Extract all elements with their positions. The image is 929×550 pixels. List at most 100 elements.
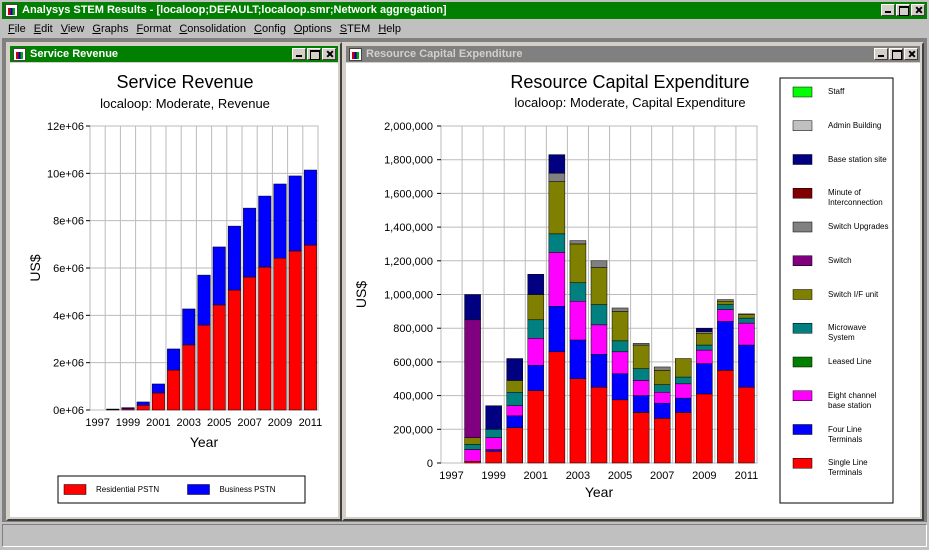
menu-item[interactable]: Format [136, 23, 172, 35]
y-tick-label: 4e+06 [53, 310, 84, 322]
legend-swatch [792, 86, 813, 98]
bar-segment [590, 304, 608, 326]
y-tick-label: 800,000 [393, 323, 433, 335]
bar-segment [569, 339, 587, 379]
bar-segment [675, 412, 692, 464]
bar-segment [738, 344, 755, 388]
bar-segment [548, 252, 566, 307]
bar-segment [288, 250, 302, 411]
y-tick-label: 0 [427, 458, 433, 470]
x-tick-label: 2009 [268, 417, 292, 429]
bar-segment [632, 395, 650, 413]
bar-segment [632, 412, 650, 464]
legend-swatch [792, 390, 813, 401]
minimize-button[interactable] [292, 48, 306, 60]
bar-segment [485, 405, 502, 430]
bar-segment [590, 267, 608, 305]
panel-title: Service Revenue [30, 48, 119, 60]
bar-segment [569, 282, 587, 302]
bar-segment [590, 354, 608, 388]
bar-segment [717, 300, 734, 305]
y-tick-label: 6e+06 [53, 263, 84, 275]
bar-segment [303, 244, 317, 411]
bar-segment [717, 309, 734, 322]
bar-segment [527, 365, 545, 391]
panel-service-revenue: Service Revenue [6, 42, 342, 521]
bar-segment [675, 358, 692, 378]
y-tick-label: 2,000,000 [384, 121, 433, 133]
bar-segment [696, 344, 713, 351]
bar-segment [485, 449, 502, 452]
close-button[interactable] [904, 48, 918, 60]
bar-segment [675, 376, 692, 385]
status-bar [2, 524, 927, 547]
minimize-button[interactable] [874, 48, 888, 60]
bar-segment [653, 366, 671, 371]
x-axis-label: Year [585, 484, 614, 500]
menu-item[interactable]: Graphs [92, 23, 129, 35]
bar-segment [485, 429, 502, 438]
bar-segment [653, 402, 671, 419]
bar-segment [464, 437, 481, 445]
bar-segment [611, 373, 629, 401]
x-tick-label: 2005 [207, 417, 231, 429]
bar-segment [121, 407, 135, 410]
x-tick-label: 2001 [146, 417, 170, 429]
bar-segment [738, 322, 755, 346]
legend-swatch [792, 255, 813, 266]
bar-segment [167, 369, 181, 411]
y-tick-label: 10e+06 [47, 168, 84, 180]
bar-segment [611, 311, 629, 342]
bar-segment [258, 266, 272, 411]
y-tick-label: 1,600,000 [384, 188, 433, 200]
bar-segment [548, 181, 566, 235]
menu-item[interactable]: Options [293, 23, 332, 35]
x-tick-label: 2011 [735, 470, 759, 482]
menu-item[interactable]: STEM [339, 23, 371, 35]
x-tick-label: 1997 [439, 470, 463, 482]
bar-segment [738, 314, 755, 319]
maximize-button[interactable] [889, 48, 903, 60]
x-tick-label: 2005 [608, 470, 632, 482]
bar-segment [527, 274, 545, 295]
y-tick-label: 12e+06 [47, 121, 84, 133]
bar-segment [506, 358, 523, 381]
bar-segment [464, 461, 481, 464]
close-button[interactable] [322, 48, 336, 60]
menu-item[interactable]: File [8, 23, 26, 35]
minimize-button[interactable] [881, 4, 895, 16]
legend-swatch [792, 458, 813, 469]
bar-segment [506, 380, 523, 393]
menu-item[interactable]: Help [378, 23, 401, 35]
legend-swatch [187, 484, 210, 495]
bar-segment [258, 195, 272, 268]
menu-item[interactable]: Consolidation [179, 23, 246, 35]
y-tick-label: 200,000 [393, 424, 433, 436]
close-button[interactable] [911, 4, 925, 16]
bar-segment [717, 304, 734, 310]
bar-segment [696, 363, 713, 395]
bar-segment [569, 300, 587, 341]
menu-item[interactable]: View [60, 23, 85, 35]
bar-segment [167, 348, 181, 371]
bar-segment [696, 393, 713, 464]
bar-segment [632, 368, 650, 381]
x-axis-label: Year [190, 434, 219, 450]
bar-segment [151, 383, 165, 394]
bar-segment [569, 240, 587, 245]
x-tick-label: 1999 [481, 470, 505, 482]
menu-item[interactable]: Config [254, 23, 286, 35]
menu-item[interactable]: Edit [33, 23, 53, 35]
maximize-button[interactable] [307, 48, 321, 60]
bar-segment [611, 399, 629, 464]
bar-segment [590, 324, 608, 355]
bar-segment [696, 333, 713, 346]
maximize-button[interactable] [896, 4, 910, 16]
legend-swatch [792, 221, 813, 233]
y-tick-label: 8e+06 [53, 216, 84, 228]
bar-segment [717, 370, 734, 464]
x-tick-label: 2007 [237, 417, 261, 429]
x-tick-label: 2003 [177, 417, 201, 429]
bar-segment [212, 246, 226, 306]
